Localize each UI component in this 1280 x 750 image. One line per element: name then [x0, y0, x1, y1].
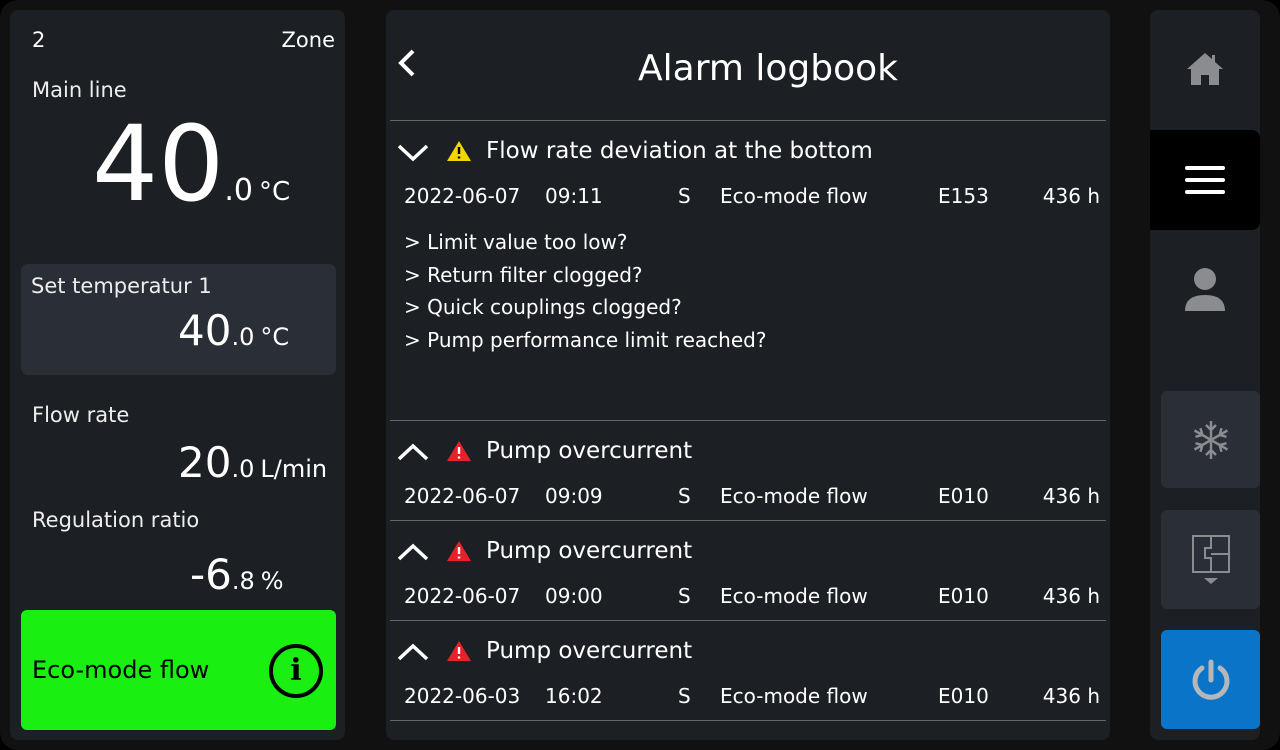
flow-rate-value: 20.0 L/min: [178, 438, 328, 487]
status-panel: 2 Zone Main line 40.0 °C Set temperatur 1…: [10, 10, 345, 740]
divider: [390, 120, 1106, 121]
alarm-title: Flow rate deviation at the bottom: [486, 138, 873, 164]
chevron-down-icon[interactable]: [396, 142, 430, 162]
alarm-time: 16:02: [545, 684, 603, 708]
error-icon: [447, 541, 471, 561]
hint-line: > Limit value too low?: [404, 230, 628, 254]
alarm-details: 2022-06-07 09:09 S Eco-mode flow E010 43…: [390, 484, 1106, 512]
floorplan-icon: [1191, 534, 1230, 584]
set-temperature-card[interactable]: Set temperatur 1 40.0 °C: [21, 264, 336, 375]
hint-line: > Return filter clogged?: [404, 262, 643, 287]
alarm-date: 2022-06-07: [404, 484, 521, 508]
chevron-up-icon[interactable]: [396, 542, 430, 562]
cooling-button[interactable]: [1161, 391, 1260, 488]
alarm-mode: Eco-mode flow: [720, 584, 868, 608]
alarm-time: 09:00: [545, 584, 603, 608]
hint-line: > Pump performance limit reached?: [404, 327, 767, 352]
alarm-hours: 436 h: [1042, 584, 1100, 608]
page-title: Alarm logbook: [638, 48, 898, 89]
alarm-code: E010: [938, 684, 989, 708]
alarm-title: Pump overcurrent: [486, 538, 693, 564]
alarm-hours: 436 h: [1042, 484, 1100, 508]
divider: [390, 520, 1106, 521]
hint-line: > Quick couplings clogged?: [404, 295, 682, 319]
alarm-code: E010: [938, 584, 989, 608]
alarm-mode: Eco-mode flow: [720, 184, 868, 208]
power-button[interactable]: [1161, 630, 1260, 729]
set-temperature-label: Set temperatur 1: [31, 274, 212, 298]
alarm-title: Pump overcurrent: [486, 638, 693, 664]
alarm-details: 2022-06-07 09:11 S Eco-mode flow E153 43…: [390, 184, 1106, 212]
alarm-entry[interactable]: Pump overcurrent 2022-06-07 09:09 S Eco-…: [390, 420, 1106, 520]
alarm-time: 09:09: [545, 484, 603, 508]
alarm-type: S: [678, 684, 691, 708]
alarm-details: 2022-06-07 09:00 S Eco-mode flow E010 43…: [390, 584, 1106, 612]
alarm-hints: > Limit value too low? > Return filter cl…: [404, 226, 766, 356]
alarm-code: E010: [938, 484, 989, 508]
sidebar: [1150, 10, 1260, 740]
home-icon: [1187, 53, 1223, 85]
power-icon: [1192, 659, 1229, 700]
divider: [390, 620, 1106, 621]
menu-icon: [1185, 166, 1225, 194]
alarm-details: 2022-06-03 16:02 S Eco-mode flow E010 43…: [390, 684, 1106, 712]
error-icon: [447, 641, 471, 661]
alarm-mode: Eco-mode flow: [720, 684, 868, 708]
user-icon: [1185, 268, 1225, 311]
tab-menu[interactable]: [1150, 130, 1260, 230]
alarm-entry[interactable]: Pump overcurrent 2022-06-03 16:02 S Eco-…: [390, 620, 1106, 720]
zone-selector-button[interactable]: [1161, 510, 1260, 609]
alarm-type: S: [678, 184, 691, 208]
alarm-time: 09:11: [545, 184, 603, 208]
mode-button[interactable]: Eco-mode flow i: [21, 610, 336, 730]
alarm-date: 2022-06-03: [404, 684, 521, 708]
tab-user[interactable]: [1150, 240, 1260, 340]
divider: [390, 720, 1106, 721]
alarm-type: S: [678, 484, 691, 508]
main-line-label: Main line: [32, 78, 127, 102]
set-temperature-value: 40.0 °C: [178, 306, 290, 355]
alarm-title: Pump overcurrent: [486, 438, 693, 464]
divider: [390, 420, 1106, 421]
zone-number: 2: [32, 28, 46, 52]
alarm-date: 2022-06-07: [404, 184, 521, 208]
flow-rate-label: Flow rate: [32, 403, 130, 427]
alarm-entry[interactable]: Flow rate deviation at the bottom 2022-0…: [390, 120, 1106, 420]
regulation-ratio-value: -6.8%: [190, 550, 284, 599]
zone-label: Zone: [281, 28, 335, 52]
error-icon: [447, 441, 471, 461]
alarm-entry[interactable]: Pump overcurrent 2022-06-07 09:00 S Eco-…: [390, 520, 1106, 620]
alarm-date: 2022-06-07: [404, 584, 521, 608]
main-line-value: 40.0 °C: [92, 103, 291, 225]
alarm-mode: Eco-mode flow: [720, 484, 868, 508]
alarm-hours: 436 h: [1042, 684, 1100, 708]
chevron-left-icon[interactable]: [396, 48, 418, 78]
alarm-code: E153: [938, 184, 989, 208]
chevron-up-icon[interactable]: [396, 642, 430, 662]
alarm-logbook-panel: Alarm logbook Flow rate deviation at the…: [386, 10, 1110, 740]
tab-home[interactable]: [1150, 10, 1260, 128]
chevron-up-icon[interactable]: [396, 442, 430, 462]
mode-label: Eco-mode flow: [32, 656, 210, 684]
info-icon[interactable]: i: [269, 644, 323, 698]
warning-icon: [447, 141, 471, 161]
alarm-type: S: [678, 584, 691, 608]
snowflake-icon: [1190, 420, 1231, 459]
alarm-hours: 436 h: [1042, 184, 1100, 208]
regulation-ratio-label: Regulation ratio: [32, 508, 200, 532]
